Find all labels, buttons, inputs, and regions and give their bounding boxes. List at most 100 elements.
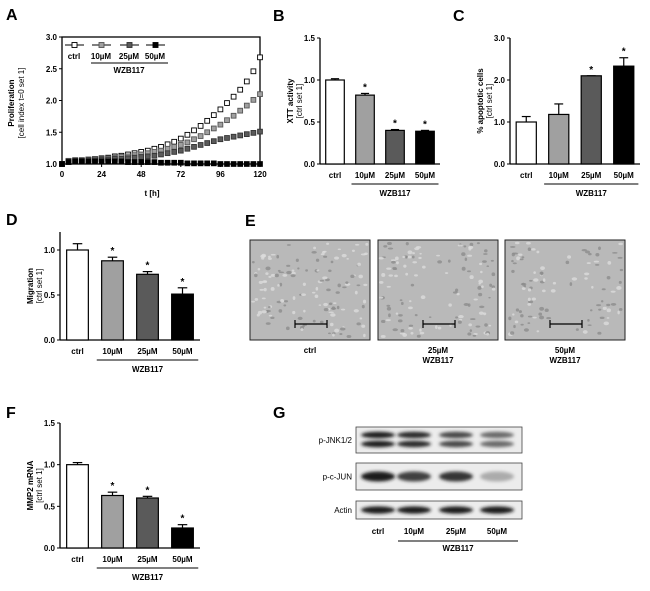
panel-a-data-point: [210, 112, 217, 118]
panel-a-data-point: [151, 159, 158, 165]
panel-a-data-point: [257, 128, 263, 135]
cell: [588, 252, 592, 256]
cell: [356, 322, 361, 326]
cell: [311, 251, 317, 254]
cell: [328, 311, 334, 314]
cell: [520, 314, 524, 318]
cell: [290, 274, 296, 278]
panel-b-x-tick-label: 50µM: [415, 171, 436, 180]
blot-band: [480, 471, 514, 482]
cell: [550, 289, 556, 293]
cell: [618, 280, 622, 284]
panel-d-bar: [136, 273, 159, 341]
blot-band: [397, 471, 431, 482]
cell: [297, 316, 303, 320]
cell: [357, 262, 361, 267]
cell: [361, 324, 366, 328]
cell: [332, 333, 335, 337]
cell: [587, 324, 592, 326]
cell: [318, 304, 322, 306]
cell: [484, 323, 488, 327]
panel-a-data-point: [230, 161, 237, 167]
blot-band: [439, 506, 473, 514]
panel-a-data-point: [230, 93, 237, 100]
blot-row-2: Actin: [334, 500, 523, 520]
panel-b-x-tick-label: ctrl: [329, 171, 341, 180]
cell: [514, 241, 520, 245]
panel-c-x-tick-label: 10µM: [549, 171, 570, 180]
cell: [290, 271, 296, 275]
cell: [489, 283, 493, 287]
blot-band: [480, 440, 514, 448]
cell: [278, 271, 285, 274]
panel-d-bar-chart: 0.0 0.5 1.0 ctrl * 10µM * 25µM * 50µM WZB117 Migrat…: [26, 232, 200, 374]
cell: [527, 297, 531, 302]
cell: [270, 316, 275, 320]
cell: [337, 248, 341, 251]
cell: [363, 283, 368, 287]
panel-a-y-label: Proliferation: [7, 79, 16, 126]
cell: [334, 256, 340, 260]
cell: [468, 323, 472, 327]
panel-c-y-tick-label: 0.0: [494, 160, 506, 169]
cell: [415, 245, 422, 249]
panel-b-significance: *: [363, 82, 367, 93]
cell: [282, 274, 288, 277]
cell: [483, 312, 487, 316]
cell: [390, 259, 397, 262]
cell: [419, 328, 422, 332]
cell: [405, 241, 409, 246]
cell: [526, 241, 531, 245]
cell: [414, 274, 418, 277]
cell: [436, 254, 441, 257]
cell: [575, 328, 579, 331]
panel-b-y-tick-label: 1.5: [304, 34, 316, 43]
panel-a-data-point: [138, 159, 145, 165]
cell: [351, 249, 355, 252]
panel-a-data-point: [250, 130, 257, 136]
panel-a-data-point: [224, 100, 230, 106]
cell: [300, 328, 304, 331]
cell: [391, 260, 396, 264]
cell: [472, 334, 477, 337]
panel-b-x-tick-label: 10µM: [355, 171, 376, 180]
panel-c-bar: [580, 75, 602, 165]
panel-a-data-point: [197, 142, 204, 148]
panel-a-data-point: [210, 125, 217, 132]
cell: [395, 256, 399, 261]
cell: [467, 332, 472, 336]
panel-a-data-point: [118, 158, 125, 165]
cell: [540, 266, 545, 271]
panel-a-y-tick-label: 2.5: [46, 65, 58, 74]
cell: [486, 332, 490, 336]
panel-f-x-tick-label: ctrl: [71, 555, 83, 564]
cell: [295, 258, 299, 262]
cell: [457, 244, 463, 247]
panel-d-y-tick-label: 0.0: [44, 336, 56, 345]
panel-c-group-label: WZB117: [576, 189, 608, 198]
cell: [516, 256, 521, 261]
panel-c-y-label: % apoptotic cells: [476, 68, 485, 134]
cell: [359, 317, 363, 320]
cell: [511, 259, 514, 263]
cell: [284, 300, 289, 303]
cell: [354, 290, 358, 295]
blot-lane-label: ctrl: [372, 527, 384, 536]
cell: [400, 301, 404, 306]
cell: [328, 302, 333, 306]
cell: [616, 286, 622, 290]
panel-a-data-point: [191, 160, 197, 167]
cell: [521, 287, 526, 290]
cell: [540, 271, 543, 276]
panel-a-data-point: [224, 117, 230, 124]
cell: [601, 288, 606, 291]
panel-label-a: A: [6, 7, 18, 24]
cell: [305, 269, 308, 272]
panel-a-data-point: [111, 158, 118, 165]
blot-lane-label: 50µM: [487, 527, 508, 536]
cell: [491, 272, 496, 277]
blot-lane-label: 10µM: [404, 527, 425, 536]
panel-a-legend-label: 10µM: [91, 52, 112, 61]
panel-d-x-tick-label: 50µM: [172, 347, 193, 356]
